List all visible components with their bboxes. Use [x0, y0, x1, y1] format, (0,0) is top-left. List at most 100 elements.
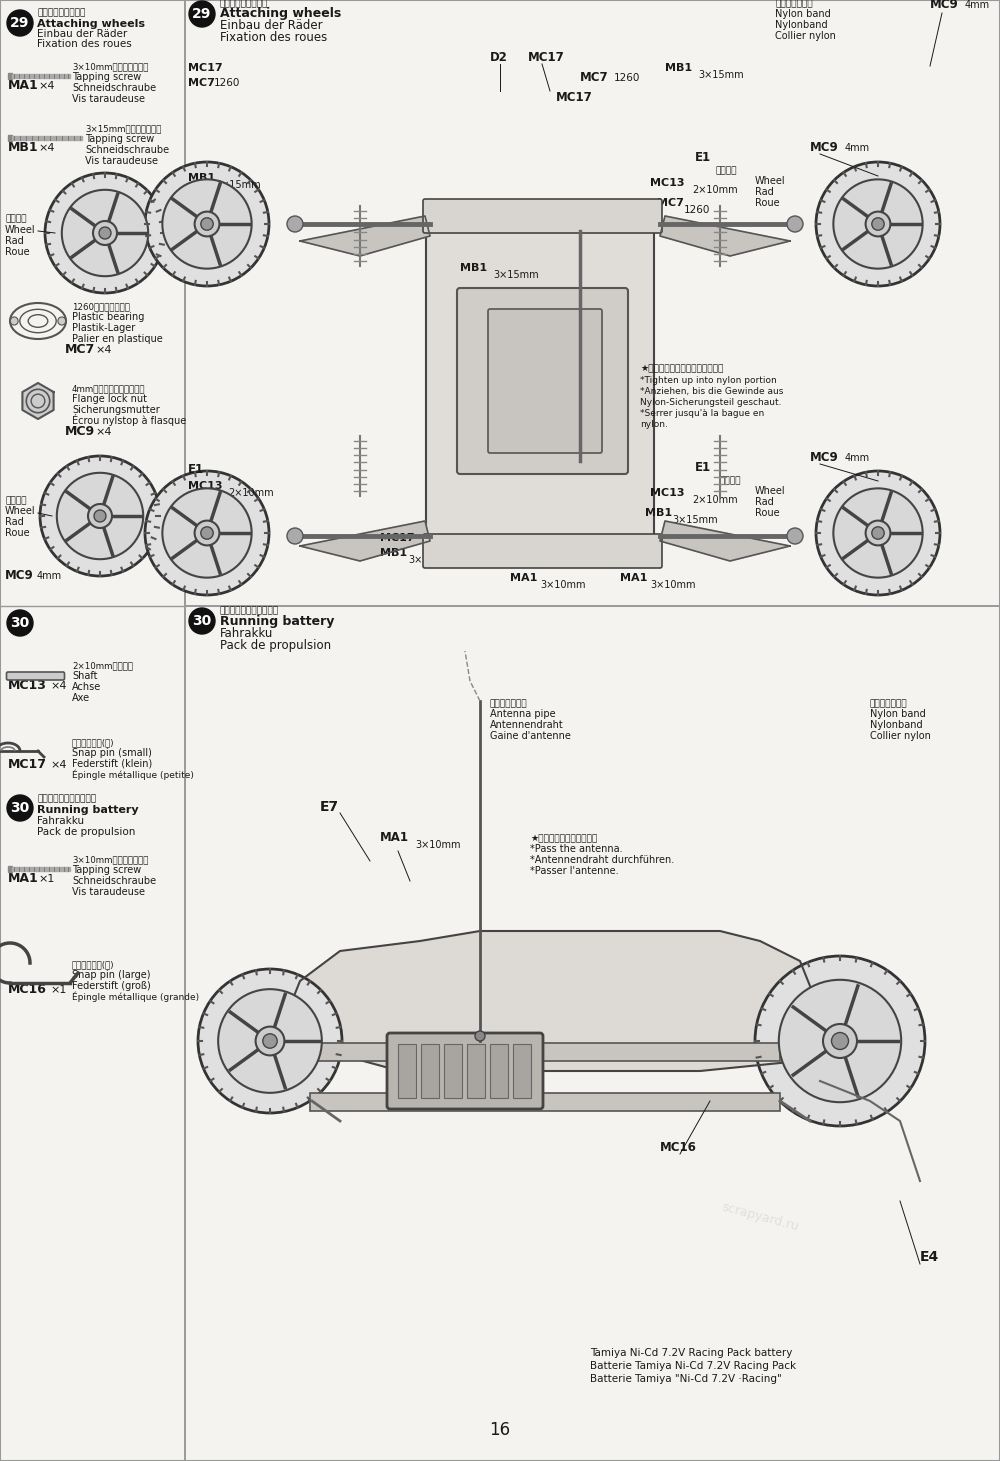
Text: Gaine d'antenne: Gaine d'antenne	[490, 730, 571, 741]
Text: 1260: 1260	[684, 205, 710, 215]
Text: MA1: MA1	[8, 79, 39, 92]
Text: MC7: MC7	[188, 501, 215, 511]
Circle shape	[7, 611, 33, 636]
Circle shape	[195, 212, 219, 237]
Polygon shape	[22, 383, 54, 419]
Text: MC17: MC17	[528, 51, 565, 64]
Text: 4mmフランジロックナット: 4mmフランジロックナット	[72, 384, 146, 393]
Bar	[12, 866, 70, 871]
Text: *Tighten up into nylon portion: *Tighten up into nylon portion	[640, 375, 777, 386]
Text: MC13: MC13	[188, 183, 222, 193]
Circle shape	[93, 221, 117, 245]
Text: Pack de propulsion: Pack de propulsion	[37, 827, 135, 837]
Text: Batterie Tamiya Ni-Cd 7.2V Racing Pack: Batterie Tamiya Ni-Cd 7.2V Racing Pack	[590, 1362, 796, 1370]
Text: 2×10mmシャフト: 2×10mmシャフト	[72, 660, 133, 671]
Text: MA1: MA1	[620, 573, 647, 583]
Text: ホイール: ホイール	[5, 495, 26, 506]
Text: 3×15mm: 3×15mm	[215, 180, 261, 190]
Text: D2: D2	[490, 51, 508, 64]
Text: Federstift (groß): Federstift (groß)	[72, 980, 151, 991]
Text: Wheel: Wheel	[5, 225, 36, 235]
Text: Tamiya Ni-Cd 7.2V Racing Pack battery: Tamiya Ni-Cd 7.2V Racing Pack battery	[590, 1349, 792, 1359]
Text: Plastik-Lager: Plastik-Lager	[72, 323, 135, 333]
Text: Schneidschraube: Schneidschraube	[85, 145, 169, 155]
Text: Fixation des roues: Fixation des roues	[220, 31, 327, 44]
Text: *Anziehen, bis die Gewinde aus: *Anziehen, bis die Gewinde aus	[640, 387, 783, 396]
FancyBboxPatch shape	[426, 202, 654, 560]
Text: 走行用バッテリーの搜載: 走行用バッテリーの搜載	[37, 795, 96, 804]
Text: Einbau der Räder: Einbau der Räder	[37, 29, 127, 39]
Text: E4: E4	[920, 1251, 939, 1264]
Text: ×4: ×4	[50, 760, 66, 770]
Text: ★ナイロン部までしめ込みます。: ★ナイロン部までしめ込みます。	[640, 364, 723, 373]
Text: 4mm: 4mm	[845, 143, 870, 153]
Text: 1260: 1260	[214, 77, 240, 88]
Text: Fahrakku: Fahrakku	[220, 627, 273, 640]
Bar	[513, 1045, 531, 1099]
Text: nylon.: nylon.	[640, 419, 668, 430]
Text: 1260プラベアリング: 1260プラベアリング	[72, 302, 130, 311]
Text: 2×10mm: 2×10mm	[692, 495, 738, 506]
Text: 29: 29	[192, 7, 212, 20]
Text: 3×10mm: 3×10mm	[650, 580, 696, 590]
Text: Nylon-Sicherungsteil geschaut.: Nylon-Sicherungsteil geschaut.	[640, 397, 782, 408]
Text: scrapyard.ru: scrapyard.ru	[720, 1201, 800, 1235]
Text: ×1: ×1	[50, 985, 66, 995]
Circle shape	[198, 969, 342, 1113]
FancyBboxPatch shape	[488, 308, 602, 453]
Text: Wheel: Wheel	[5, 506, 36, 516]
Circle shape	[45, 172, 165, 294]
Text: Roue: Roue	[755, 508, 780, 519]
Text: Roue: Roue	[5, 527, 30, 538]
Text: ホイールの取り付け: ホイールの取り付け	[37, 9, 85, 18]
Ellipse shape	[58, 317, 66, 324]
Text: Palier en plastique: Palier en plastique	[72, 335, 163, 343]
Text: MC13: MC13	[8, 679, 47, 693]
Text: Running battery: Running battery	[37, 805, 139, 815]
Circle shape	[866, 520, 890, 545]
Text: Snap pin (small): Snap pin (small)	[72, 748, 152, 758]
Text: MC13: MC13	[650, 178, 684, 188]
Circle shape	[833, 180, 923, 269]
Text: ×4: ×4	[38, 143, 54, 153]
Text: Vis taraudeuse: Vis taraudeuse	[85, 156, 158, 167]
Text: 3×15mm: 3×15mm	[493, 270, 539, 281]
Text: Roue: Roue	[5, 247, 30, 257]
Text: MB1: MB1	[645, 508, 672, 519]
Text: Wheel: Wheel	[755, 487, 786, 495]
Polygon shape	[660, 522, 790, 561]
Circle shape	[99, 226, 111, 240]
Text: ×4: ×4	[95, 345, 112, 355]
Text: 3×10mm: 3×10mm	[540, 580, 586, 590]
Text: Tapping screw: Tapping screw	[72, 865, 141, 875]
Bar	[8, 134, 12, 142]
Circle shape	[475, 1031, 485, 1042]
Text: 走行用バッテリーの搜載: 走行用バッテリーの搜載	[220, 606, 279, 615]
Text: Rad: Rad	[755, 187, 774, 197]
Circle shape	[816, 162, 940, 286]
Ellipse shape	[10, 317, 18, 324]
Text: 4mm: 4mm	[37, 571, 62, 581]
Text: MC17: MC17	[8, 758, 47, 771]
Text: 4mm: 4mm	[845, 453, 870, 463]
Text: Attaching wheels: Attaching wheels	[37, 19, 145, 29]
FancyBboxPatch shape	[457, 288, 628, 473]
Text: MB1: MB1	[460, 263, 487, 273]
Text: MB1: MB1	[8, 142, 39, 153]
Text: MC17: MC17	[188, 63, 223, 73]
Text: MC17: MC17	[460, 288, 495, 298]
Text: Achse: Achse	[72, 682, 101, 693]
Circle shape	[872, 527, 884, 539]
Text: ホイール: ホイール	[720, 476, 742, 485]
Text: ★アンテナ線を通します。: ★アンテナ線を通します。	[530, 834, 597, 843]
Text: 2×10mm: 2×10mm	[692, 186, 738, 194]
Text: *Serrer jusqu'à la bague en: *Serrer jusqu'à la bague en	[640, 409, 764, 418]
Text: MC13: MC13	[650, 488, 684, 498]
Text: Vis taraudeuse: Vis taraudeuse	[72, 887, 145, 897]
FancyBboxPatch shape	[423, 535, 662, 568]
Text: Rad: Rad	[5, 517, 24, 527]
Text: Shaft: Shaft	[72, 671, 98, 681]
Text: MC7: MC7	[65, 343, 95, 356]
Text: ナイロンバンド: ナイロンバンド	[870, 698, 908, 709]
Text: Tapping screw: Tapping screw	[72, 72, 141, 82]
